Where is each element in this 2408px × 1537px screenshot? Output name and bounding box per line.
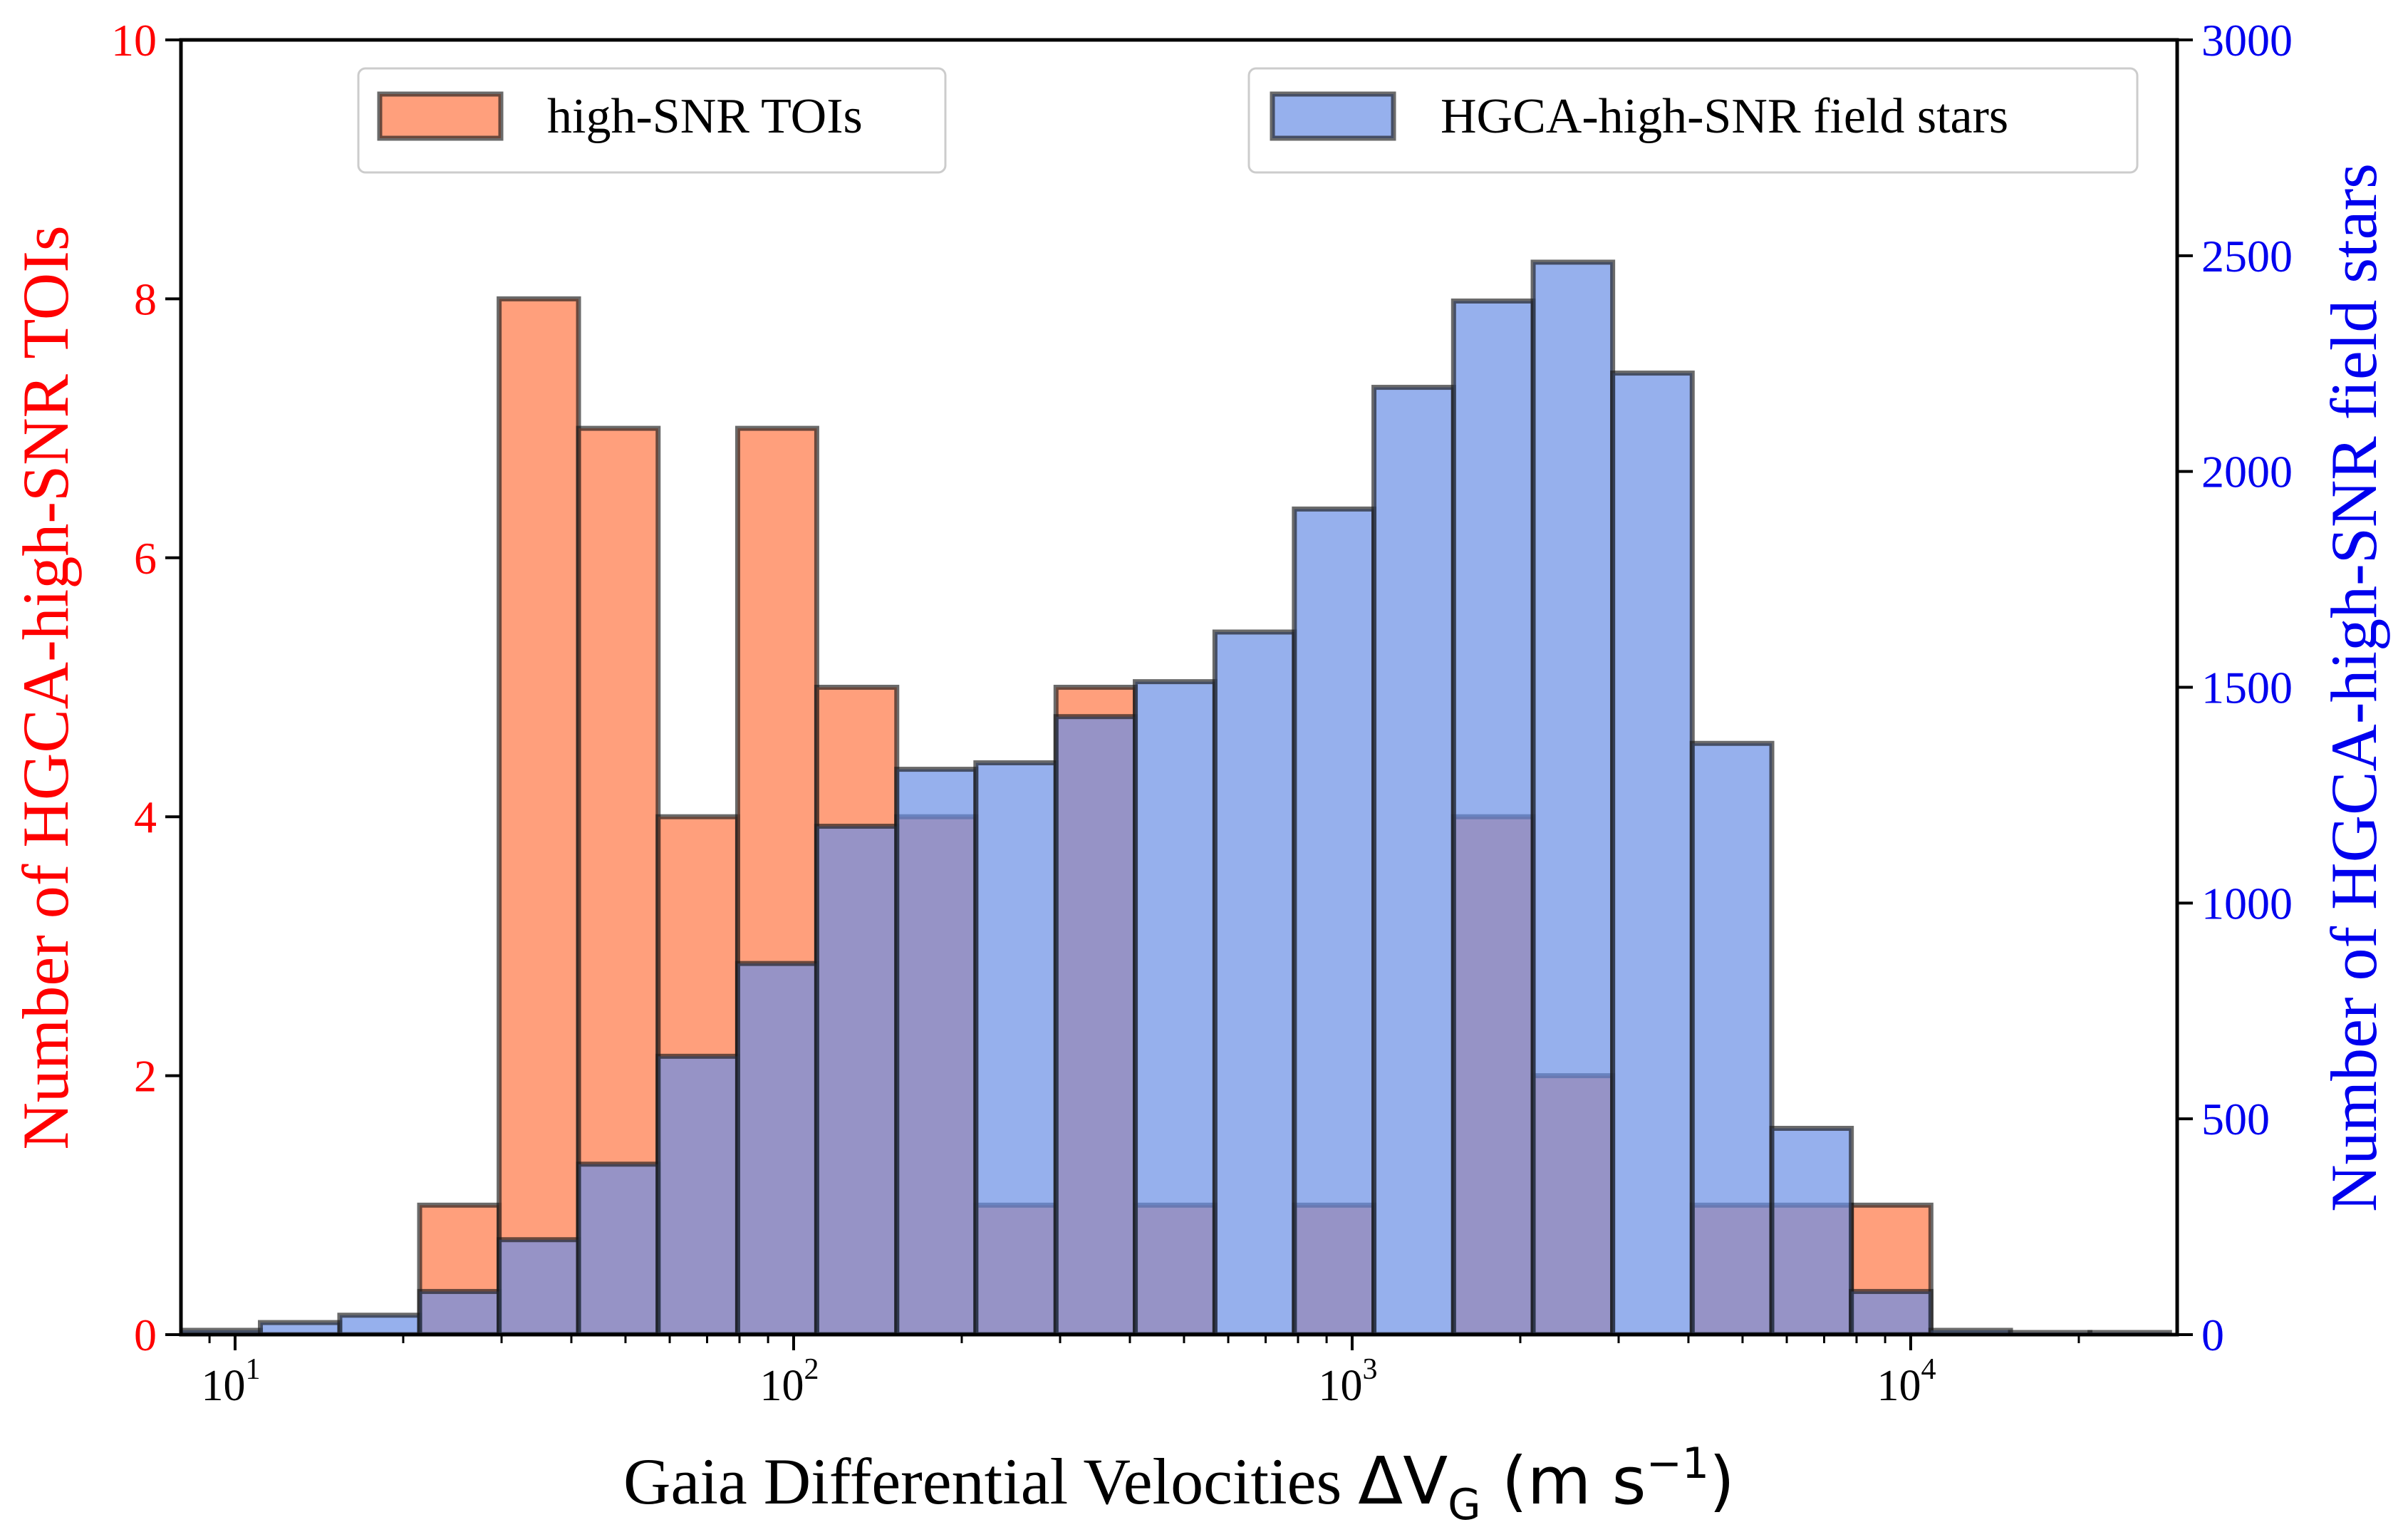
x-axis-label: Gaia Differential Velocities ΔVG (m s−1) bbox=[623, 1439, 1735, 1530]
field-star-bar-9 bbox=[894, 767, 979, 1335]
right-y-tick-label-2: 1000 bbox=[2201, 878, 2293, 928]
field-star-bar-11 bbox=[1053, 714, 1138, 1335]
field-star-bar-21 bbox=[1849, 1288, 1934, 1335]
field-star-bar-20 bbox=[1769, 1125, 1854, 1335]
right-y-axis-ticks: 0 500 1000 1500 2000 2500 3000 bbox=[2177, 15, 2293, 1360]
x-tick-label-0: 101 bbox=[201, 1353, 260, 1410]
right-y-tick-label-4: 2000 bbox=[2201, 447, 2293, 497]
legend-tois-label: high-SNR TOIs bbox=[547, 89, 863, 144]
field-star-bar-3 bbox=[417, 1288, 502, 1335]
field-star-bar-5 bbox=[576, 1161, 661, 1335]
legend-field-stars-swatch bbox=[1270, 91, 1396, 141]
left-y-tick-label-4: 8 bbox=[134, 274, 157, 324]
legend-field-stars-label: HGCA-high-SNR field stars bbox=[1441, 89, 2008, 144]
right-y-tick-label-3: 1500 bbox=[2201, 663, 2293, 713]
x-tick-label-2: 103 bbox=[1318, 1353, 1377, 1410]
x-axis-label-exponent: −1 bbox=[1646, 1439, 1709, 1489]
left-y-axis-label: Number of HGCA-high-SNR TOIs bbox=[9, 225, 82, 1149]
x-axis-label-units: (m s bbox=[1502, 1443, 1646, 1519]
legend-tois-frame bbox=[357, 67, 947, 174]
field-star-bar-2 bbox=[337, 1313, 422, 1335]
field-star-bar-4 bbox=[497, 1237, 581, 1335]
left-y-tick-label-0: 0 bbox=[134, 1310, 157, 1360]
field-star-bar-16 bbox=[1450, 298, 1536, 1335]
field-star-bar-12 bbox=[1133, 679, 1218, 1335]
left-y-tick-label-5: 10 bbox=[111, 15, 157, 66]
left-y-axis-ticks: 0 2 4 6 8 10 bbox=[111, 15, 181, 1360]
right-y-tick-label-1: 500 bbox=[2201, 1094, 2270, 1144]
right-y-axis-label: Number of HGCA-high-SNR field stars bbox=[2318, 163, 2390, 1212]
field-star-bar-14 bbox=[1292, 506, 1377, 1335]
left-y-tick-label-3: 6 bbox=[134, 533, 157, 584]
right-y-tick-label-5: 2500 bbox=[2201, 231, 2293, 281]
field-star-bar-8 bbox=[814, 824, 900, 1335]
field-star-bar-10 bbox=[973, 760, 1059, 1335]
field-star-bar-18 bbox=[1610, 371, 1695, 1335]
x-tick-label-1: 102 bbox=[759, 1353, 819, 1410]
legend-tois: high-SNR TOIs bbox=[357, 67, 947, 174]
legend-field-stars: HGCA-high-SNR field stars bbox=[1247, 67, 2139, 174]
field-star-bar-7 bbox=[735, 961, 819, 1335]
field-star-bar-6 bbox=[655, 1053, 740, 1335]
right-y-tick-label-0: 0 bbox=[2201, 1310, 2224, 1360]
legend-field-stars-frame bbox=[1247, 67, 2139, 174]
right-y-tick-label-6: 3000 bbox=[2201, 15, 2293, 66]
field-star-bar-13 bbox=[1212, 629, 1297, 1335]
field-star-bars bbox=[181, 259, 2172, 1335]
field-star-bar-19 bbox=[1689, 740, 1775, 1335]
left-y-tick-label-1: 2 bbox=[134, 1051, 157, 1102]
x-axis-label-subscript: G bbox=[1448, 1480, 1481, 1530]
toi-bar-4 bbox=[497, 296, 581, 1335]
x-axis-label-close: ) bbox=[1709, 1443, 1735, 1519]
field-star-bar-17 bbox=[1530, 259, 1616, 1335]
left-y-tick-label-2: 4 bbox=[134, 792, 157, 842]
legend-tois-swatch bbox=[377, 91, 504, 141]
x-axis-label-symbol: ΔV bbox=[1358, 1443, 1448, 1519]
x-axis-label-prefix: Gaia Differential Velocities bbox=[623, 1445, 1358, 1518]
field-star-bar-1 bbox=[258, 1320, 343, 1335]
field-star-bar-15 bbox=[1371, 385, 1456, 1335]
x-tick-label-3: 104 bbox=[1877, 1353, 1936, 1410]
x-axis-ticks: 101 102 103 104 bbox=[201, 1335, 2080, 1410]
